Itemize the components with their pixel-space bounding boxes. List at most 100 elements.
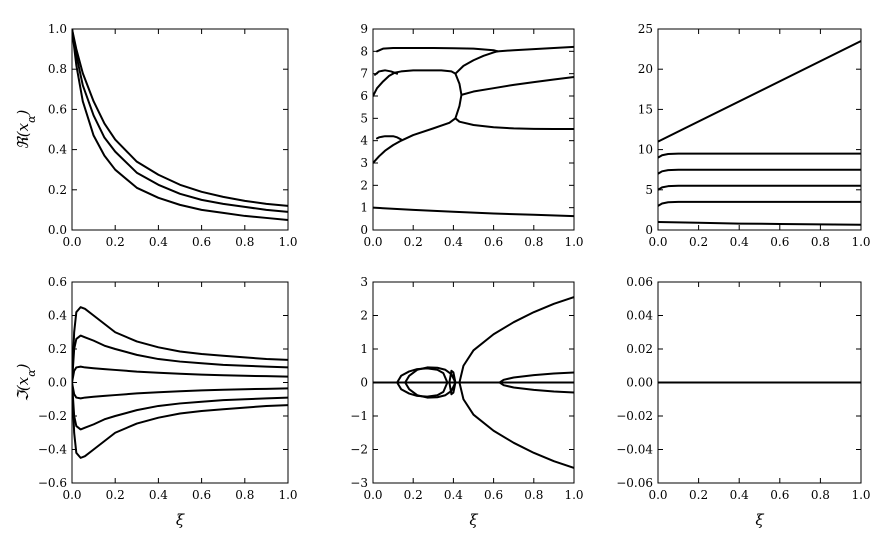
y-tick-label: 4 (360, 134, 368, 148)
x-tick-label: 0.0 (62, 235, 81, 249)
curve-im-b-2 (396, 367, 449, 398)
y-tick-label: 7 (360, 67, 368, 81)
x-tick-label: 0.0 (363, 488, 382, 502)
x-tick-label: 0.6 (484, 488, 503, 502)
plot-frame (71, 28, 289, 231)
x-tick-label: 0.6 (192, 488, 211, 502)
curve-re-b-10 (376, 46, 499, 53)
y-tick-label: 9 (360, 22, 368, 36)
curve-re-a-2 (72, 29, 288, 213)
x-tick-label: 0.8 (524, 235, 543, 249)
x-tick-label: 0.2 (106, 488, 125, 502)
y-tick-label: 3 (360, 275, 368, 289)
curve-re-b-11 (496, 45, 574, 53)
y-axis-label: ℜ(xα) (14, 109, 38, 149)
y-tick-label: −0.6 (38, 476, 67, 490)
y-tick-label: 8 (360, 44, 368, 58)
x-tick-label: 1.0 (564, 235, 583, 249)
x-tick-label: 0.2 (404, 235, 423, 249)
x-tick-label: 0.8 (235, 488, 254, 502)
x-tick-label: 0.6 (192, 235, 211, 249)
x-tick-label: 1.0 (278, 235, 297, 249)
x-tick-label: 0.8 (235, 235, 254, 249)
y-tick-label: −0.02 (616, 409, 653, 423)
curve-re-b-4 (376, 135, 403, 141)
panel-re-a: 0.0 0.2 0.4 0.6 0.8 1.0 0.0 0.2 0.4 0.6 0.8 1.0 ℜ(xα… (14, 22, 298, 249)
x-tick-label: 0.4 (730, 235, 749, 249)
x-tick-label: 0.8 (524, 488, 543, 502)
panel-im-b: 0.0 0.2 0.4 0.6 0.8 1.0 −3 −2 −1 0 1 2 3 ξ (350, 275, 583, 529)
curve-re-c-2 (658, 152, 861, 159)
y-tick-label: 0.0 (48, 376, 67, 390)
curve-re-c-3 (658, 168, 861, 175)
x-axis-label: ξ (176, 511, 185, 529)
x-tick-label: 1.0 (851, 235, 870, 249)
x-tick-label: 0.0 (363, 235, 382, 249)
curve-re-b-3 (454, 117, 574, 131)
y-tick-label: −0.2 (38, 409, 67, 423)
curve-re-c-1 (658, 40, 861, 143)
plot-frame (71, 281, 289, 484)
plot-frame (372, 28, 575, 231)
x-tick-label: 0.0 (62, 488, 81, 502)
plot-frame (657, 28, 862, 231)
y-tick-label: 0.4 (48, 309, 67, 323)
y-tick-label: 2 (360, 309, 368, 323)
x-tick-label: 0.2 (404, 488, 423, 502)
y-tick-label: −2 (350, 443, 368, 457)
curve-im-a-6 (72, 381, 288, 459)
curve-re-c-5 (658, 200, 861, 207)
y-tick-label: 1.0 (48, 22, 67, 36)
x-tick-label: 0.4 (444, 488, 463, 502)
curve-re-b-8 (454, 50, 499, 75)
x-tick-label: 0.4 (444, 235, 463, 249)
x-tick-label: 0.4 (730, 488, 749, 502)
panel-im-a: 0.0 0.2 0.4 0.6 0.8 1.0 −0.6 −0.4 −0.2 0.0 0.2 0.4 0… (14, 275, 298, 529)
curve-re-c-4 (658, 184, 861, 191)
y-tick-label: 0.4 (48, 143, 67, 157)
y-tick-label: 1 (360, 201, 368, 215)
y-tick-label: 0.6 (48, 102, 67, 116)
curve-im-a-2 (72, 334, 288, 384)
x-tick-label: 0.4 (149, 488, 168, 502)
x-tick-label: 1.0 (278, 488, 297, 502)
curve-im-a-5 (72, 381, 288, 431)
curve-re-b-5 (373, 69, 457, 97)
curve-re-a-1 (72, 29, 288, 207)
curve-im-a-4 (72, 381, 288, 400)
y-tick-label: 5 (360, 111, 368, 125)
y-tick-label: −0.06 (616, 476, 653, 490)
x-tick-label: 1.0 (564, 488, 583, 502)
curve-im-b-7 (498, 371, 574, 384)
y-tick-label: 1 (360, 342, 368, 356)
curve-re-c-6 (658, 220, 861, 226)
y-tick-label: 0.6 (48, 275, 67, 289)
y-tick-label: 0.04 (626, 309, 653, 323)
x-tick-label: 1.0 (851, 488, 870, 502)
curve-im-b-5 (458, 296, 574, 384)
y-tick-label: 0 (360, 376, 368, 390)
y-tick-label: −1 (350, 409, 368, 423)
x-tick-label: 0.4 (149, 235, 168, 249)
curve-im-a-3 (72, 365, 288, 384)
plot-frame (372, 281, 575, 484)
curve-re-b-1 (373, 206, 574, 218)
y-tick-label: 20 (638, 62, 653, 76)
y-tick-label: 0 (645, 223, 653, 237)
curve-im-b-8 (498, 381, 574, 394)
x-tick-label: 0.6 (484, 235, 503, 249)
y-tick-label: 0.02 (626, 342, 653, 356)
x-tick-label: 0.2 (689, 235, 708, 249)
y-tick-label: 0.8 (48, 62, 67, 76)
x-tick-label: 0.6 (770, 488, 789, 502)
x-tick-label: 0.2 (106, 235, 125, 249)
y-tick-label: 0.0 (48, 223, 67, 237)
panel-re-b: 0.0 0.2 0.4 0.6 0.8 1.0 0 1 2 3 4 5 6 7 8 9 (360, 22, 583, 249)
curve-im-b-4 (448, 369, 457, 396)
x-axis-label: ξ (755, 511, 764, 529)
x-tick-label: 0.8 (811, 488, 830, 502)
y-tick-label: 0.06 (626, 275, 653, 289)
plot-frame (657, 281, 862, 484)
y-axis-label: ℑ(xα) (14, 363, 38, 401)
panel-im-c: 0.0 0.2 0.4 0.6 0.8 1.0 −0.06 −0.04 −0.02 0.00 0.0… (616, 275, 870, 529)
